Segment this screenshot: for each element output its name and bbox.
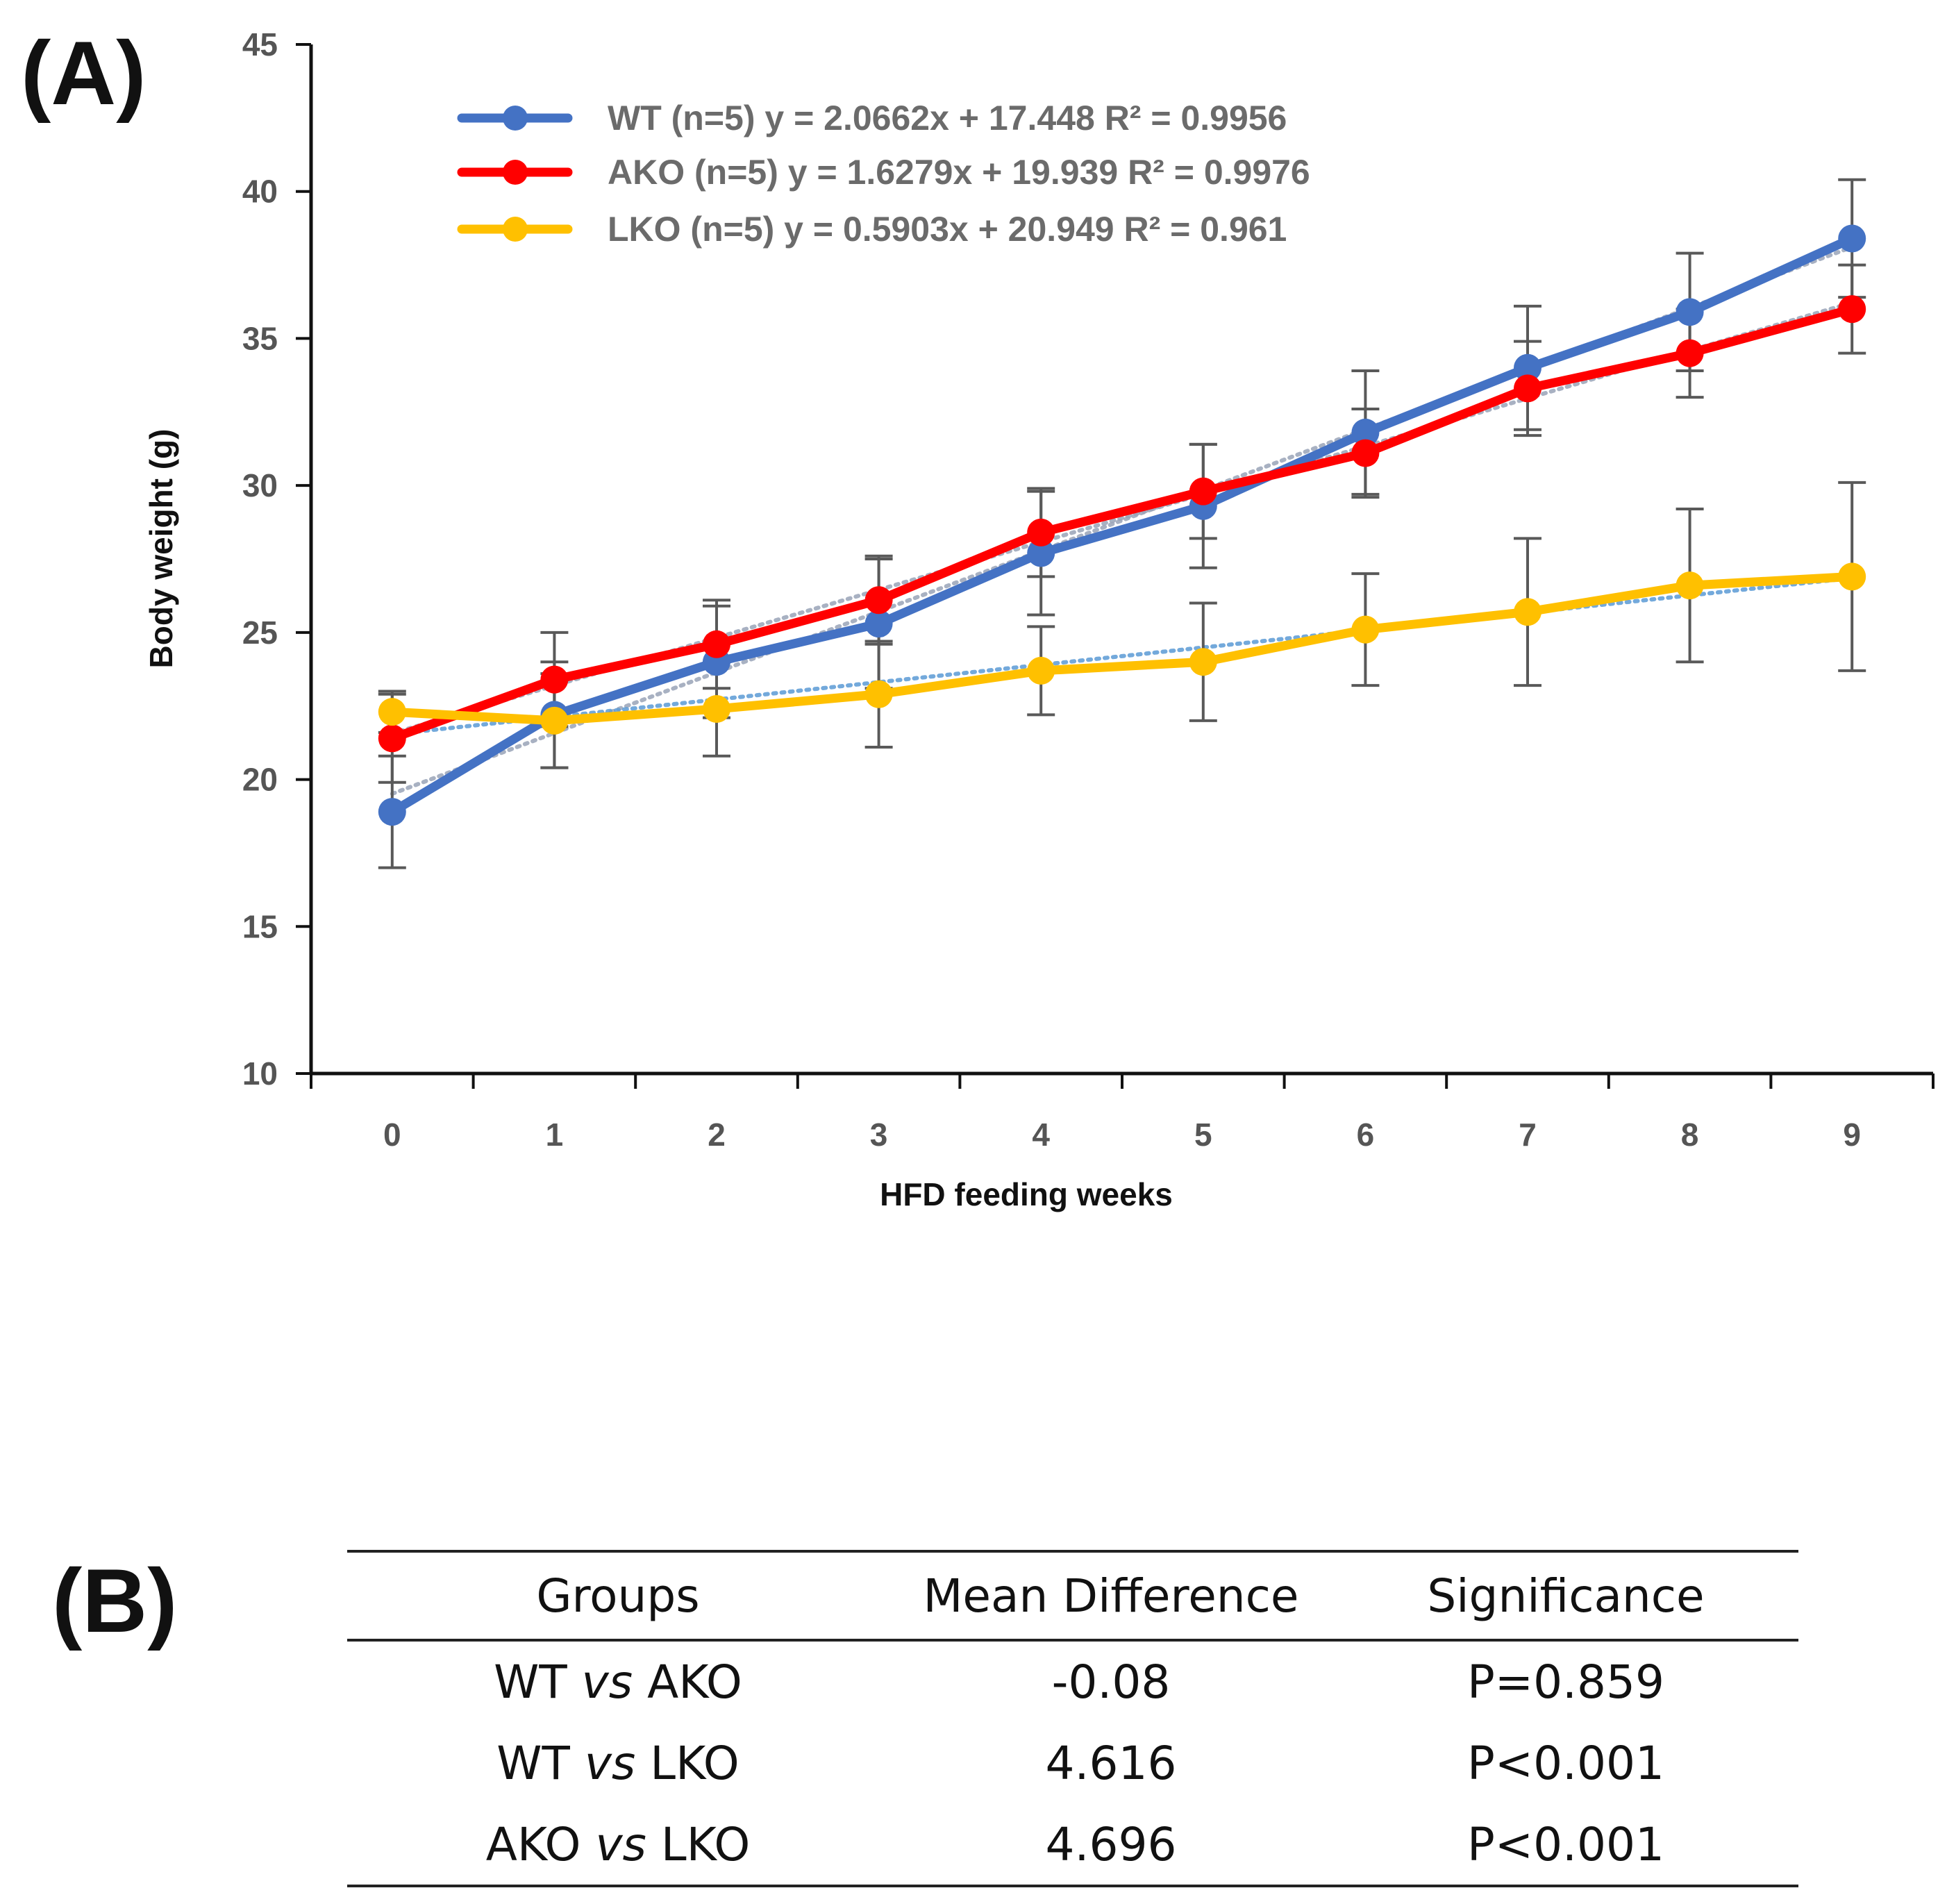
row-mean-difference-cell: 4.616 [1045,1736,1177,1790]
table-row: WT vs LKO 4.616 P<0.001 [347,1722,1798,1804]
x-tick-label: 7 [1519,1117,1537,1153]
data-point-wt [864,610,893,638]
row-groups-cell: AKO vs LKO [485,1817,751,1871]
data-point-ako [1838,295,1866,324]
trendline-lko [390,576,1855,737]
series-line-ako [387,304,1857,743]
data-point-wt [1027,539,1055,567]
row-mean-difference-cell: 4.696 [1045,1817,1177,1871]
panel-a-label: (A) [21,22,147,124]
row-mean-difference-cell: -0.08 [1051,1655,1171,1709]
data-point-lko [1351,615,1380,644]
legend-label: WT (n=5) y = 2.0662x + 17.448 R² = 0.995… [608,99,1287,137]
data-point-lko [1189,648,1217,676]
row-groups-cell: WT vs AKO [494,1655,742,1709]
data-point-lko [703,694,730,723]
series-line-lko [387,571,1857,726]
legend-marker [503,160,528,185]
error-bars [378,178,1866,869]
header-groups: Groups [536,1569,700,1623]
y-tick-label: 45 [242,26,278,62]
data-point-ako [864,586,893,615]
legend-item-ako: AKO (n=5) y = 1.6279x + 19.939 R² = 0.99… [457,153,1310,192]
table-header-row: Groups Mean Difference Significance [347,1551,1798,1640]
data-point-ako [1189,477,1217,506]
data-point-wt [1838,224,1866,253]
row-significance-cell: P=0.859 [1466,1655,1665,1709]
data-point-ako [1514,374,1541,403]
y-tick-label: 15 [242,908,278,944]
x-axis-title: HFD feeding weeks [880,1176,1173,1212]
table-row: WT vs AKO -0.08 P=0.859 [347,1640,1798,1722]
x-tick-label: 0 [383,1117,401,1153]
data-point-wt [378,798,406,826]
legend: WT (n=5) y = 2.0662x + 17.448 R² = 0.995… [457,99,1310,249]
data-point-wt [1676,298,1704,326]
y-axis-title: Body weight (g) [143,429,179,669]
data-point-lko [1514,598,1541,626]
data-point-lko [1838,562,1866,591]
x-tick-label: 8 [1681,1117,1699,1153]
x-tick-label: 2 [708,1117,726,1153]
x-tick-label: 4 [1032,1117,1050,1153]
legend-marker [503,106,528,131]
x-tick-label: 9 [1843,1117,1861,1153]
row-significance-cell: P<0.001 [1466,1736,1665,1790]
data-point-ako [1351,439,1380,467]
data-point-lko [1027,656,1055,685]
data-point-ako [1676,339,1704,367]
row-significance-cell: P<0.001 [1466,1817,1665,1871]
x-tick-label: 1 [546,1117,564,1153]
data-point-lko [378,698,406,726]
series-lines [378,224,1866,826]
x-tick-label: 6 [1357,1117,1375,1153]
legend-item-wt: WT (n=5) y = 2.0662x + 17.448 R² = 0.995… [457,99,1287,137]
data-point-lko [540,706,569,735]
data-point-lko [864,680,893,708]
x-tick-label: 5 [1194,1117,1212,1153]
table-row: AKO vs LKO 4.696 P<0.001 [347,1804,1798,1886]
y-tick-label: 30 [242,467,278,503]
data-point-lko [1676,571,1704,600]
header-mean-difference: Mean Difference [923,1569,1299,1623]
panel-b-label: (B) [52,1550,178,1651]
legend-label: AKO (n=5) y = 1.6279x + 19.939 R² = 0.99… [608,153,1310,192]
data-point-ako [1027,518,1055,546]
data-point-wt [1351,418,1380,446]
header-significance: Significance [1427,1569,1705,1623]
row-groups-cell: WT vs LKO [496,1736,739,1790]
series-line-wt [387,233,1857,817]
y-tick-label: 10 [242,1055,278,1092]
x-tick-label: 3 [870,1117,888,1153]
results-table: Groups Mean Difference Significance WT v… [347,1550,1798,1887]
legend-item-lko: LKO (n=5) y = 0.5903x + 20.949 R² = 0.96… [457,210,1287,249]
legend-label: LKO (n=5) y = 0.5903x + 20.949 R² = 0.96… [608,210,1287,249]
data-point-wt [1514,353,1541,382]
y-tick-label: 20 [242,762,278,798]
y-tick-label: 25 [242,615,278,651]
data-point-ako [378,724,406,753]
y-tick-label: 40 [242,174,278,210]
legend-marker [503,217,528,242]
y-tick-label: 35 [242,320,278,356]
data-point-ako [540,665,569,694]
data-point-ako [703,630,730,658]
